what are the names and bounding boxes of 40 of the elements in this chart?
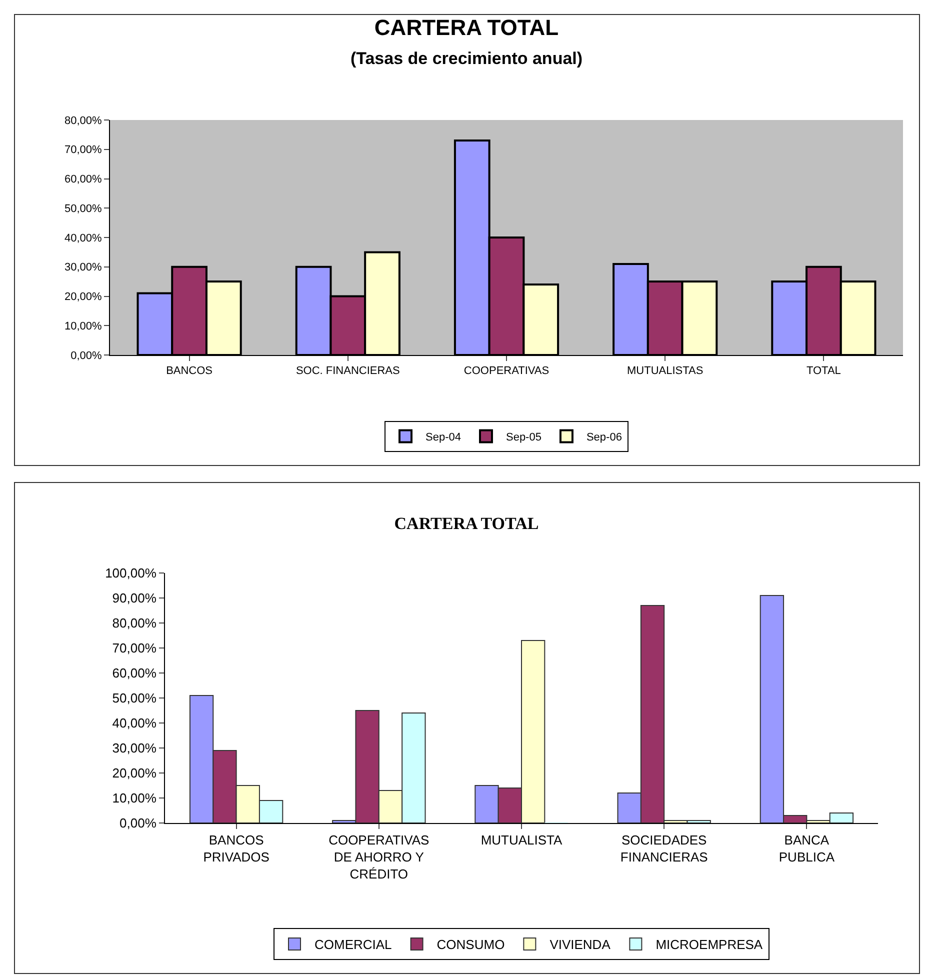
y-tick-label: 100,00% [105,566,157,581]
y-tick-label: 30,00% [64,262,102,274]
y-tick-label: 0,00% [120,816,157,831]
y-tick-label: 80,00% [112,616,157,631]
x-tick-label: COOPERATIVAS [464,365,550,378]
legend-label: Sep-04 [426,432,461,444]
chart-title: CARTERA TOTAL [394,514,539,534]
chart-title: CARTERA TOTAL [374,15,559,40]
chart-subtitle: (Tasas de crecimiento anual) [350,48,583,68]
y-tick-label: 80,00% [64,114,102,127]
legend-label: Sep-06 [586,432,622,444]
y-tick-label: 70,00% [112,640,157,656]
x-tick-label: MUTUALISTAS [627,365,704,378]
legend-label: COMERCIAL [314,937,392,952]
y-tick-label: 20,00% [112,766,157,781]
y-tick-label: 30,00% [112,740,157,756]
x-tick-label: COOPERATIVAS DE AHORRO Y CRÉDITO [328,832,430,882]
x-tick-label: TOTAL [806,365,841,378]
legend-label: Sep-05 [506,432,542,444]
y-tick-label: 20,00% [64,291,102,304]
y-tick-label: 10,00% [112,790,157,806]
x-tick-label: MUTUALISTA [480,832,563,848]
x-tick-label: BANCOS [166,365,213,378]
y-tick-label: 90,00% [112,590,157,606]
y-tick-label: 10,00% [64,320,102,332]
legend-label: VIVIENDA [550,937,611,952]
y-tick-label: 40,00% [112,716,157,731]
y-tick-label: 50,00% [112,690,157,706]
x-tick-label: SOC. FINANCIERAS [296,365,400,378]
y-tick-label: 50,00% [64,202,102,215]
y-tick-label: 60,00% [64,174,102,186]
y-tick-label: 70,00% [64,144,102,156]
y-tick-label: 40,00% [64,232,102,244]
x-tick-label: BANCA PUBLICA [778,832,835,864]
x-tick-label: SOCIEDADES FINANCIERAS [620,832,708,864]
legend-label: MICROEMPRESA [656,937,763,952]
y-tick-label: 60,00% [112,666,157,681]
x-tick-label: BANCOS PRIVADOS [203,832,270,864]
y-tick-label: 0,00% [70,350,102,362]
legend-label: CONSUMO [436,937,505,952]
